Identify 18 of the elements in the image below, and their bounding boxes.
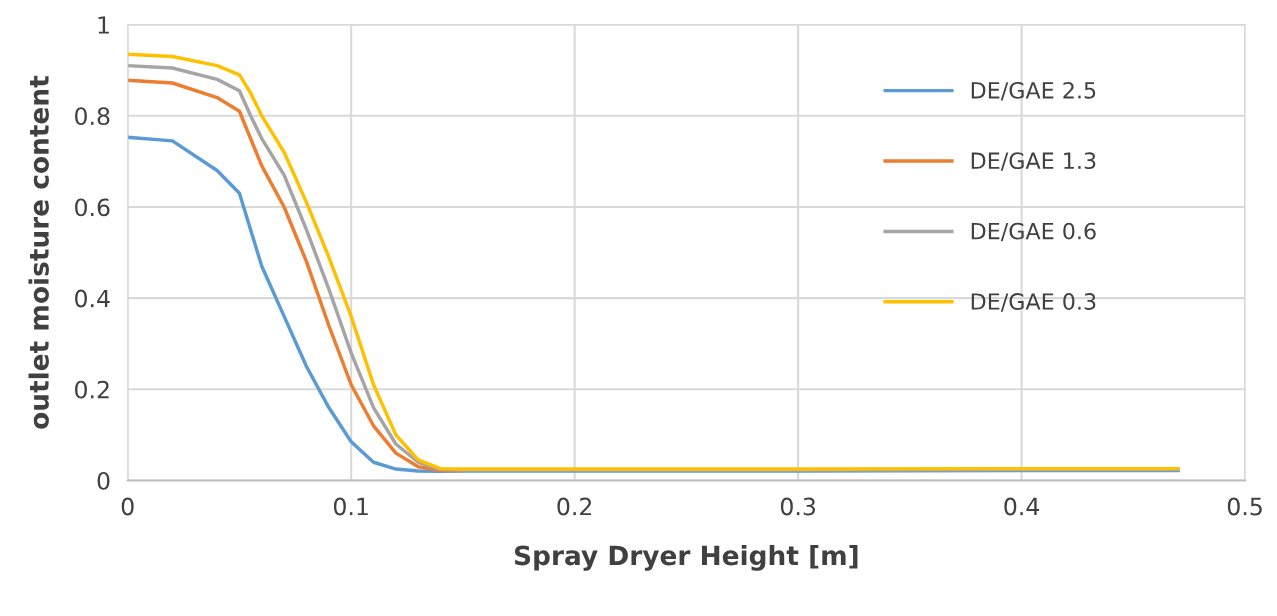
x-tick-label: 0.4	[1004, 497, 1040, 516]
x-tick-label: 0.1	[333, 497, 368, 516]
x-axis-title: Spray Dryer Height [m]	[514, 545, 858, 571]
x-tick-label: 0.2	[557, 497, 592, 516]
legend-label: DE/GAE 2.5	[971, 81, 1096, 101]
y-axis-title: outlet moisture content	[28, 75, 49, 429]
y-tick-label: 1	[98, 16, 109, 34]
legend-label: DE/GAE 1.3	[971, 152, 1096, 171]
y-tick-label: 0.2	[75, 380, 109, 399]
y-tick-label: 0.8	[75, 107, 110, 126]
y-tick-label: 0.6	[75, 198, 110, 217]
x-tick-label: 0.3	[780, 497, 816, 516]
y-tick-label: 0	[97, 471, 110, 490]
legend-label: DE/GAE 0.3	[971, 293, 1096, 312]
x-tick-label: 0.5	[1227, 497, 1262, 516]
y-tick-label: 0.4	[75, 289, 110, 308]
legend-label: DE/GAE 0.6	[971, 222, 1096, 242]
x-tick-label: 0	[121, 497, 134, 516]
